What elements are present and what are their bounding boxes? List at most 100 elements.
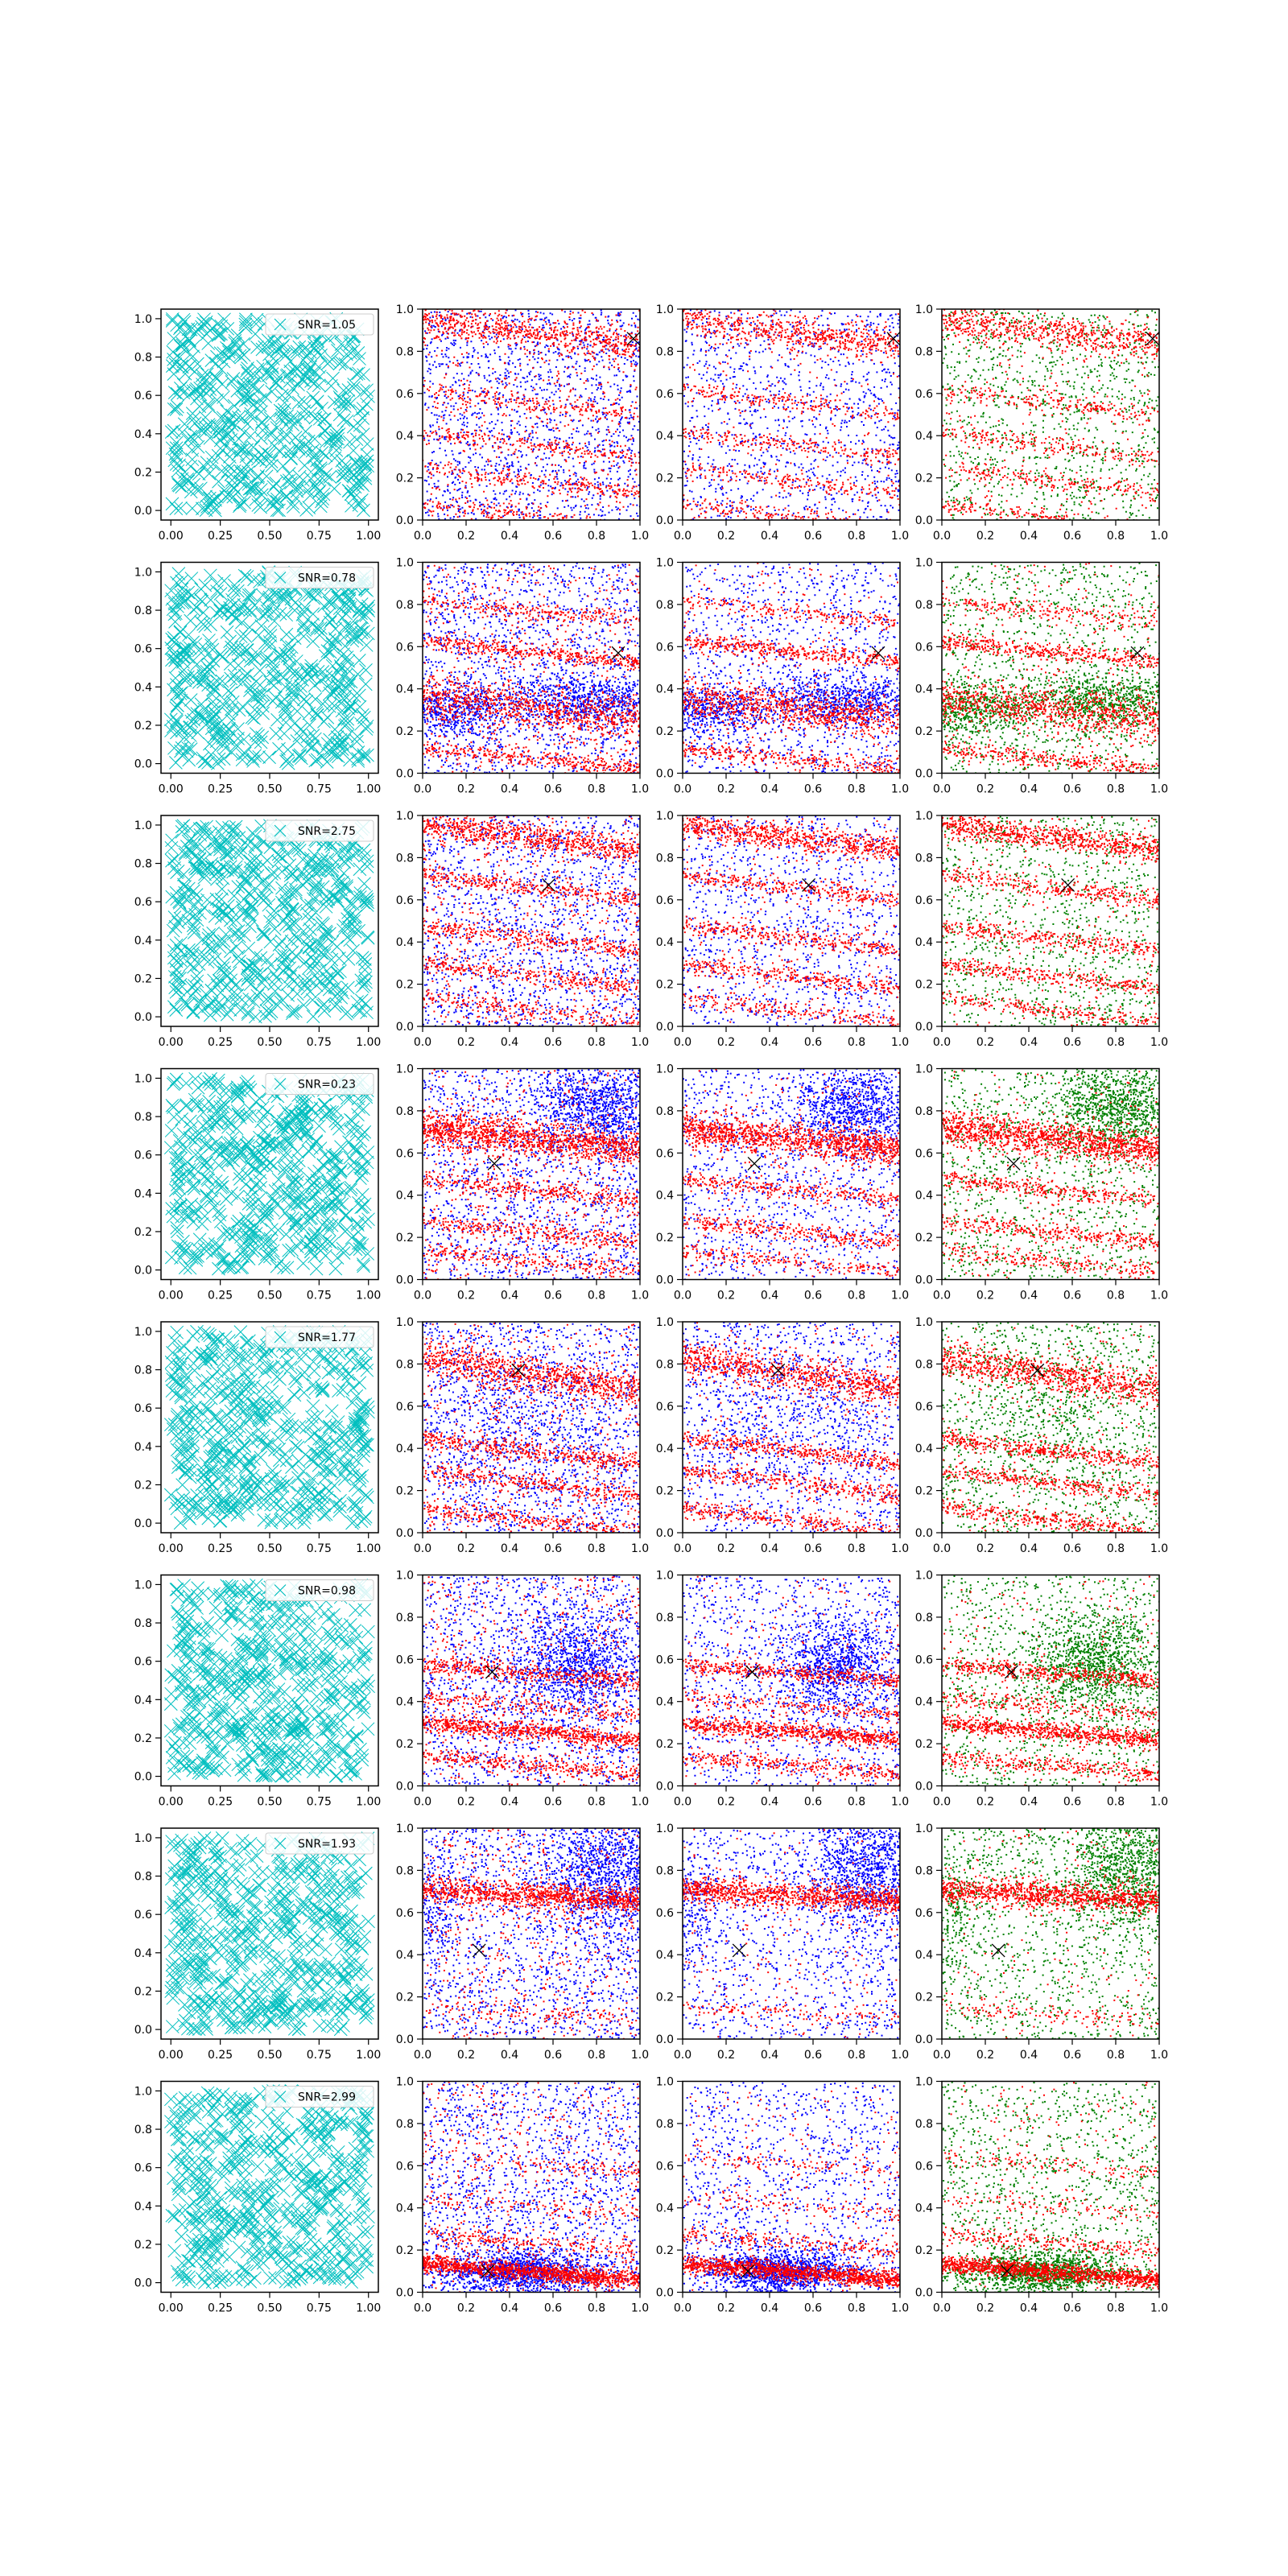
y-tick-label: 0.2 xyxy=(915,473,933,485)
y-tick-label: 0.8 xyxy=(656,1105,674,1118)
x-tick-label: 0.75 xyxy=(307,2302,332,2315)
points-layer xyxy=(643,2082,913,2307)
x-tick-label: 0.4 xyxy=(501,1290,518,1302)
x-tick-label: 0.6 xyxy=(544,1036,562,1049)
y-tick-label: 0.2 xyxy=(656,979,674,992)
green-points xyxy=(942,1571,1193,1787)
y-tick-label: 1.0 xyxy=(915,2076,933,2089)
x-tick-label: 0.25 xyxy=(208,1542,233,1555)
panel-r4-c1: 0.00 0.25 0.50 0.75 1.000.00.20.40.60.81.0 SN… xyxy=(134,1069,382,1302)
panel-r5-c4: 0.0 0.2 0.4 0.6 0.8 1.00.00.20.40.60.81.0 xyxy=(857,1282,1257,1564)
panel-r3-c1: 0.00 0.25 0.50 0.75 1.000.00.20.40.60.81.0 SN… xyxy=(134,815,382,1049)
red-points xyxy=(412,564,652,778)
y-tick-label: 0.8 xyxy=(915,1612,933,1624)
y-tick-label: 0.4 xyxy=(915,2202,933,2215)
x-tick-label: 0.0 xyxy=(933,1542,951,1555)
x-tick-label: 0.6 xyxy=(544,1542,562,1555)
y-tick-label: 0.6 xyxy=(396,388,414,401)
y-tick-label: 0.8 xyxy=(396,1358,414,1371)
x-tick-label: 1.0 xyxy=(1150,1290,1168,1302)
y-tick-label: 0.4 xyxy=(656,1696,674,1709)
x-tick-label: 0.25 xyxy=(208,783,233,796)
x-tick-label: 0.2 xyxy=(717,783,735,796)
panel-r2-c1: 0.00 0.25 0.50 0.75 1.000.00.20.40.60.81.0 SN… xyxy=(134,563,382,796)
red-points xyxy=(672,563,913,778)
y-tick-label: 1.0 xyxy=(134,1072,152,1085)
x-tick-label: 0.6 xyxy=(1063,1796,1081,1809)
points-layer xyxy=(902,2082,1171,2306)
x-tick-label: 0.6 xyxy=(804,2049,822,2062)
legend: SNR=2.75 xyxy=(266,820,374,841)
y-tick-label: 0.2 xyxy=(656,1232,674,1245)
y-tick-label: 0.4 xyxy=(396,2202,414,2215)
legend: SNR=1.93 xyxy=(266,1833,374,1854)
y-tick-label: 0.4 xyxy=(134,935,152,947)
x-tick-label: 0.6 xyxy=(1063,783,1081,796)
panel-r2-c3: 0.0 0.2 0.4 0.6 0.8 1.00.00.20.40.60.81.0 xyxy=(597,557,962,796)
y-tick-label: 0.8 xyxy=(396,2118,414,2131)
legend-label: SNR=0.23 xyxy=(298,1079,356,1092)
panel-r6-c2: 0.0 0.2 0.4 0.6 0.8 1.00.00.20.40.60.81.0 xyxy=(396,1570,674,1809)
x-tick-label: 0.8 xyxy=(848,1796,865,1809)
x-tick-label: 0.8 xyxy=(588,2302,605,2315)
y-tick-label: 0.4 xyxy=(656,683,674,696)
y-tick-label: 0.8 xyxy=(915,1864,933,1877)
y-tick-label: 0.2 xyxy=(396,2244,414,2257)
black-x-marker xyxy=(1005,1666,1018,1678)
y-tick-label: 0.4 xyxy=(134,1441,152,1454)
x-tick-label: 0.0 xyxy=(674,1290,691,1302)
x-tick-label: 1.0 xyxy=(891,1542,909,1555)
y-tick-label: 0.0 xyxy=(134,1265,152,1278)
panel-r7-c1: 0.00 0.25 0.50 0.75 1.000.00.20.40.60.81.0 SN… xyxy=(134,1828,382,2062)
y-tick-label: 0.8 xyxy=(396,1105,414,1118)
x-tick-label: 0.0 xyxy=(414,783,431,796)
y-tick-label: 0.6 xyxy=(915,2160,933,2173)
points-layer xyxy=(412,299,653,539)
y-tick-label: 0.8 xyxy=(396,345,414,358)
points-layer xyxy=(164,1579,374,1782)
y-tick-label: 0.6 xyxy=(134,1150,152,1162)
x-tick-label: 0.0 xyxy=(933,1290,951,1302)
black-x-marker xyxy=(1131,646,1144,659)
y-tick-label: 0.2 xyxy=(396,979,414,992)
x-tick-label: 0.0 xyxy=(674,1796,691,1809)
y-tick-label: 1.0 xyxy=(396,1063,414,1076)
y-tick-label: 0.4 xyxy=(134,1694,152,1707)
x-tick-label: 0.0 xyxy=(674,1036,691,1049)
axes-frame xyxy=(942,309,1159,520)
x-tick-label: 0.8 xyxy=(848,530,865,543)
y-tick-label: 0.0 xyxy=(915,1021,933,1034)
y-tick-label: 0.2 xyxy=(915,725,933,738)
y-tick-label: 0.6 xyxy=(656,2160,674,2173)
points-layer xyxy=(931,810,1172,1034)
x-tick-label: 0.6 xyxy=(544,530,562,543)
x-tick-label: 0.6 xyxy=(1063,2302,1081,2315)
blue-points xyxy=(357,563,727,774)
y-tick-label: 0.4 xyxy=(396,936,414,949)
x-tick-label: 0.50 xyxy=(257,1290,282,1302)
x-tick-label: 1.0 xyxy=(1150,2302,1168,2315)
y-tick-label: 0.2 xyxy=(915,979,933,992)
y-tick-label: 0.0 xyxy=(396,2287,414,2300)
blue-points xyxy=(423,815,642,1028)
y-tick-label: 0.0 xyxy=(656,2033,674,2046)
x-tick-label: 0.6 xyxy=(1063,1542,1081,1555)
y-tick-label: 0.2 xyxy=(656,725,674,738)
blue-points xyxy=(683,815,902,1028)
points-layer xyxy=(412,811,653,1029)
y-tick-label: 1.0 xyxy=(396,2076,414,2089)
x-tick-label: 0.2 xyxy=(457,1796,475,1809)
axes-frame xyxy=(423,2082,640,2293)
x-tick-label: 0.8 xyxy=(1107,1542,1125,1555)
y-tick-label: 0.8 xyxy=(134,1111,152,1124)
y-tick-label: 1.0 xyxy=(915,1063,933,1076)
x-tick-label: 0.4 xyxy=(501,2049,518,2062)
panel-r1-c1: 0.00 0.25 0.50 0.75 1.000.00.20.40.60.81.0 SN… xyxy=(134,309,382,543)
x-tick-label: 0.4 xyxy=(1020,2049,1038,2062)
x-tick-label: 0.4 xyxy=(1020,1290,1038,1302)
x-tick-label: 0.8 xyxy=(1107,530,1125,543)
x-tick-label: 0.8 xyxy=(588,2049,605,2062)
points-layer xyxy=(672,1575,944,1788)
y-tick-label: 0.4 xyxy=(915,683,933,696)
y-tick-label: 0.0 xyxy=(134,1771,152,1784)
